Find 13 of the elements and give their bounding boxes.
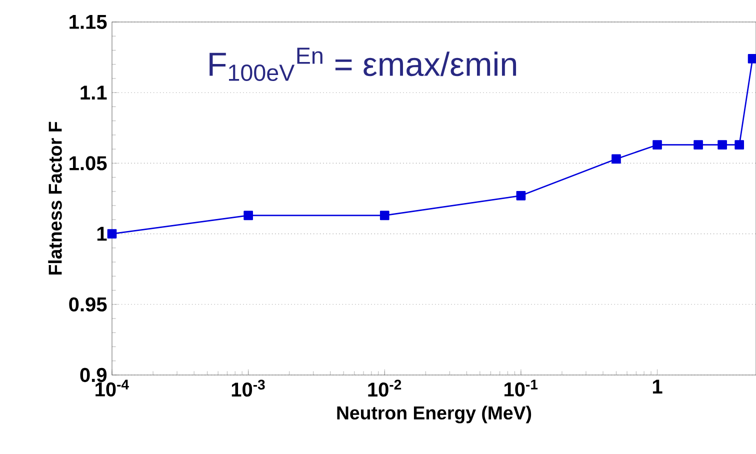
y-tick-label: 1.05 [70,156,107,170]
x-tick-label: 10$^{-2}$ [368,380,402,397]
annotation: F$_{100eV}$$^{En}$ = εmax/εmin [210,48,516,82]
y-tick-label: 1 [97,226,107,241]
x-tick-label: 10$^{-1}$ [504,380,538,396]
y-tick-label: 1.1 [80,86,107,100]
y-axis-title: Flatness Factor F [48,122,62,275]
y-tick-label: 0.95 [69,297,107,312]
x-tick-label: 10$^{-3}$ [232,380,265,397]
x-axis-title: Neutron Energy (MeV) [337,406,532,424]
y-tick-label: 1.15 [70,15,107,29]
y-tick-label: 0.9 [80,368,107,382]
x-tick-label: 1 [652,380,662,394]
